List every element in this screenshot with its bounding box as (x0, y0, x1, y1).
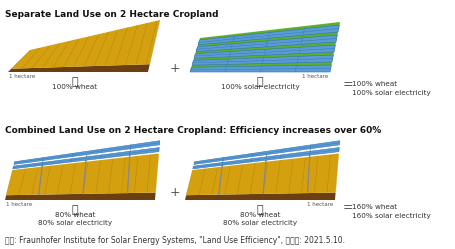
Text: 100% wheat: 100% wheat (52, 84, 97, 90)
Polygon shape (8, 64, 150, 72)
Text: ⏜: ⏜ (71, 77, 78, 87)
Text: 1 hectare: 1 hectare (6, 202, 32, 207)
Polygon shape (5, 192, 155, 200)
Polygon shape (192, 148, 339, 169)
Text: =: = (342, 201, 353, 214)
Polygon shape (186, 153, 338, 195)
Polygon shape (185, 192, 335, 200)
Polygon shape (14, 141, 159, 164)
Polygon shape (6, 153, 158, 195)
Text: +: + (169, 62, 180, 74)
Polygon shape (197, 25, 339, 45)
Polygon shape (190, 22, 339, 72)
Text: 1 hectare: 1 hectare (301, 74, 327, 79)
Text: 1 hectare: 1 hectare (9, 74, 35, 79)
Text: 100% solar electricity: 100% solar electricity (220, 84, 299, 90)
Polygon shape (196, 35, 337, 52)
Polygon shape (193, 45, 335, 59)
Text: Combined Land Use on 2 Hectare Cropland: Efficiency increases over 60%: Combined Land Use on 2 Hectare Cropland:… (5, 126, 380, 135)
Text: +: + (169, 186, 180, 198)
Text: =: = (342, 78, 353, 91)
Text: ⏜: ⏜ (71, 205, 78, 215)
Text: 160% wheat
160% solar electricity: 160% wheat 160% solar electricity (351, 204, 430, 219)
Text: Separate Land Use on 2 Hectare Cropland: Separate Land Use on 2 Hectare Cropland (5, 10, 218, 19)
Polygon shape (11, 20, 160, 69)
Text: ⏜: ⏜ (256, 205, 263, 215)
Text: 80% wheat
80% solar electricity: 80% wheat 80% solar electricity (38, 212, 112, 226)
Text: 80% wheat
80% solar electricity: 80% wheat 80% solar electricity (222, 212, 296, 226)
Text: 100% wheat
100% solar electricity: 100% wheat 100% solar electricity (351, 81, 430, 96)
Polygon shape (13, 148, 159, 169)
Text: 1 hectare: 1 hectare (306, 202, 332, 207)
Polygon shape (193, 141, 339, 164)
Polygon shape (190, 65, 331, 72)
Text: ⏜: ⏜ (256, 77, 263, 87)
Text: 자료: Fraunhofer Institute for Solar Energy Systems, "Land Use Efficiency", 검색일: 2: 자료: Fraunhofer Institute for Solar Energ… (5, 236, 344, 245)
Polygon shape (192, 55, 333, 65)
